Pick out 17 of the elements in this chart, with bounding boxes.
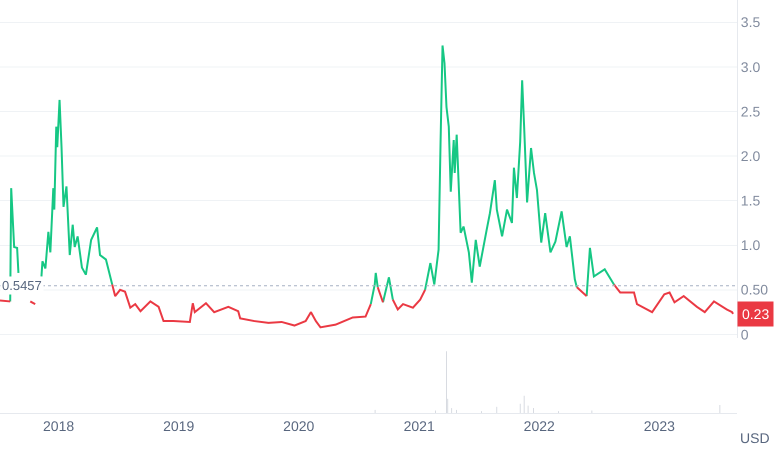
y-tick-label: 1.0: [740, 237, 760, 254]
x-tick-label: 2019: [163, 418, 194, 434]
y-tick-label: 3.5: [740, 14, 760, 30]
y-tick-label: 1.5: [740, 192, 760, 209]
y-tick-label: 0.50: [740, 282, 768, 298]
annotation: 0.23: [742, 306, 770, 322]
x-tick-label: 2023: [644, 418, 676, 434]
y-tick-label: 3.0: [740, 58, 760, 75]
x-tick-label: 2021: [404, 418, 435, 434]
text: USD: [740, 430, 770, 446]
y-tick-label: 2.5: [740, 103, 760, 120]
y-tick-label: 2.0: [740, 148, 760, 164]
x-tick-label: 2020: [283, 418, 315, 434]
x-tick-label: 2022: [524, 418, 556, 434]
ref-line-label: 0.5457: [2, 278, 42, 293]
y-tick-label: 0: [740, 326, 749, 342]
x-tick-label: 2018: [42, 418, 74, 434]
